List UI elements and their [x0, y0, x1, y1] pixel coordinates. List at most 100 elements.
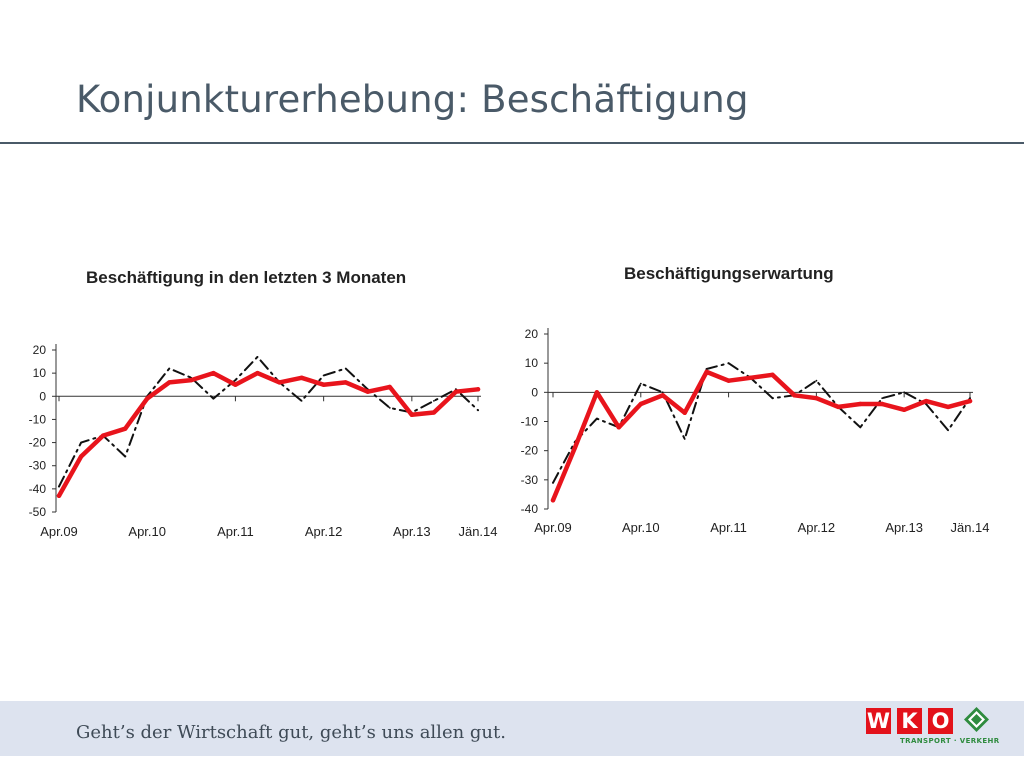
data-point [704, 369, 709, 375]
data-point [321, 382, 326, 387]
data-point [145, 396, 150, 401]
data-point [727, 362, 730, 365]
data-point [365, 389, 370, 394]
y-tick-label: 10 [525, 356, 539, 370]
y-tick-label: 20 [33, 343, 47, 357]
data-point [124, 455, 127, 458]
x-tick-label: Jän.14 [950, 520, 989, 535]
data-point [56, 493, 62, 498]
series-line-red [56, 370, 481, 499]
data-point [344, 367, 347, 370]
data-point [660, 393, 665, 398]
y-tick-label: 0 [531, 385, 538, 399]
logo-letter-k: K [897, 708, 922, 734]
data-point [726, 378, 731, 383]
data-point [923, 398, 929, 404]
y-tick-label: -30 [29, 459, 47, 473]
data-point [792, 393, 797, 398]
chart-title-right: Beschäftigungserwartung [624, 264, 834, 283]
data-point [881, 397, 884, 400]
data-point [212, 397, 215, 400]
y-tick-label: -50 [29, 505, 47, 519]
data-point [661, 391, 664, 394]
wko-emblem-icon [964, 707, 989, 732]
logo-letter-o: O [928, 708, 953, 734]
slide-title: Konjunkturerhebung: Beschäftigung [76, 78, 749, 121]
data-point [859, 426, 862, 429]
x-tick-label: Apr.09 [534, 520, 572, 535]
chart-employment-expectation: 20 10 0 -10 -20 -30 -40 Apr.09 Apr.10 Apr.11 Apr.1… [521, 327, 990, 535]
data-point [453, 389, 459, 394]
data-point [947, 429, 949, 432]
x-tick-label: Jän.14 [458, 524, 497, 539]
data-point [815, 379, 818, 382]
data-point [639, 382, 642, 385]
series-line-red [550, 369, 973, 503]
data-point [594, 390, 600, 395]
data-point [683, 438, 686, 440]
series-line-dashdot [552, 362, 971, 484]
data-point [475, 387, 481, 392]
x-tick-label: Apr.13 [885, 520, 923, 535]
y-tick-label: 20 [525, 327, 539, 341]
data-point [945, 404, 951, 410]
data-point [168, 367, 171, 370]
data-point [682, 410, 687, 415]
data-point [858, 401, 863, 407]
data-point [233, 382, 238, 387]
data-point [189, 377, 194, 383]
chart-title-left: Beschäftigung in den letzten 3 Monaten [86, 268, 407, 287]
data-point [255, 370, 260, 376]
data-point [322, 374, 325, 377]
data-point [770, 372, 775, 377]
y-tick-label: -10 [521, 415, 539, 429]
data-point [388, 407, 391, 409]
data-point [433, 400, 435, 402]
data-point [211, 370, 216, 376]
data-point [552, 481, 554, 484]
x-tick-label: Apr.10 [622, 520, 660, 535]
footer-slogan: Geht’s der Wirtschaft gut, geht’s uns al… [76, 722, 506, 743]
x-tick-label: Apr.11 [710, 520, 747, 535]
data-point [477, 409, 479, 412]
data-point [167, 380, 172, 385]
x-tick-label: Apr.11 [217, 524, 254, 539]
y-tick-label: -20 [521, 444, 539, 458]
data-point [234, 379, 237, 381]
footer-bar [0, 701, 1024, 756]
x-tick-label: Apr.10 [128, 524, 166, 539]
data-point [409, 412, 414, 417]
data-point [277, 380, 282, 385]
y-tick-label: 10 [33, 366, 47, 380]
y-tick-label: -10 [29, 412, 47, 426]
data-point [299, 375, 304, 380]
logo-letter-w: W [866, 708, 891, 734]
y-tick-label: -20 [29, 436, 47, 450]
x-tick-label: Apr.12 [305, 524, 343, 539]
x-tick-label: Apr.09 [40, 524, 78, 539]
data-point [58, 485, 60, 488]
data-point [771, 397, 774, 400]
data-point [596, 417, 598, 420]
data-point [616, 425, 621, 430]
x-tick-label: Apr.13 [393, 524, 431, 539]
wko-logo: W K O TRANSPORT · VERKEHR [866, 706, 999, 750]
data-point [967, 398, 973, 404]
data-point [256, 356, 259, 358]
chart-employment-last-3-months: 20 10 0 -10 -20 -30 -40 -50 Apr.09 Apr.10 Apr.11 Ap… [29, 343, 498, 539]
data-point [836, 404, 841, 410]
data-point [78, 454, 84, 459]
data-point [814, 396, 819, 401]
data-point [550, 498, 556, 503]
logo-subtitle: TRANSPORT · VERKEHR [900, 737, 1000, 745]
data-point [880, 401, 885, 407]
data-point [969, 397, 971, 400]
data-point [903, 391, 906, 394]
data-point [100, 433, 106, 438]
x-tick-label: Apr.12 [798, 520, 836, 535]
data-point [387, 384, 392, 390]
y-tick-label: 0 [39, 389, 46, 403]
data-point [638, 401, 643, 407]
data-point [343, 380, 348, 385]
data-point [572, 445, 578, 450]
